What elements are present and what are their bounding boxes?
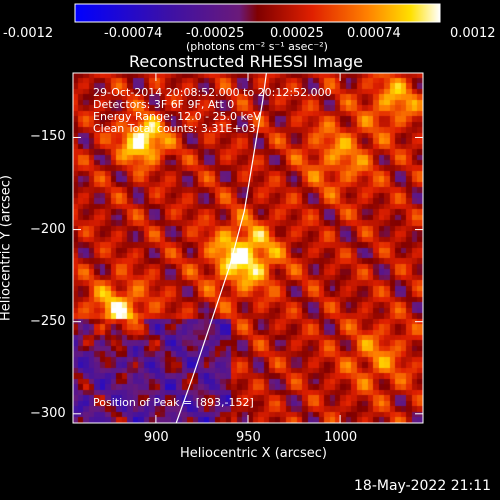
x-tick-label: 950	[236, 430, 261, 445]
colorbar-unit-label: (photons cm⁻² s⁻¹ asec⁻²)	[186, 40, 328, 53]
annotation-line: Energy Range: 12.0 - 25.0 keV	[93, 110, 261, 123]
annotation-line: Clean Total counts: 3.31E+03	[93, 122, 256, 135]
annotation-line: Detectors: 3F 6F 9F, Att 0	[93, 98, 235, 111]
peak-position-label: Position of Peak = [893,-152]	[93, 396, 254, 409]
x-axis-label: Heliocentric X (arcsec)	[180, 446, 327, 461]
y-tick-label: −200	[30, 221, 66, 237]
y-axis-ticks	[73, 136, 423, 415]
y-tick-label: −250	[30, 313, 66, 329]
timestamp: 18-May-2022 21:11	[354, 478, 492, 494]
heatmap-image	[73, 73, 423, 423]
x-tick-label: 900	[143, 430, 169, 445]
solar-limb-curve	[175, 72, 267, 424]
x-axis-ticks	[155, 73, 341, 423]
x-tick-label: 1000	[324, 430, 358, 445]
colorbar-tick-label: -0.00025	[186, 26, 245, 41]
colorbar-tick-label: 0.0012	[450, 26, 496, 41]
colorbar	[74, 3, 441, 23]
y-tick-label: −150	[30, 129, 66, 145]
colorbar-tick-label: -0.0012	[3, 26, 54, 41]
chart-title: Reconstructed RHESSI Image	[129, 52, 363, 71]
y-axis-label: Heliocentric Y (arcsec)	[0, 175, 14, 321]
colorbar-tick-label: 0.00074	[347, 26, 401, 41]
colorbar-tick-label: 0.00025	[270, 26, 324, 41]
colorbar-tick-label: -0.00074	[104, 26, 163, 41]
colorbar-gradient	[74, 3, 441, 23]
annotation-line: 29-Oct-2014 20:08:52.000 to 20:12:52.000	[93, 86, 332, 99]
y-tick-label: −300	[30, 405, 66, 421]
